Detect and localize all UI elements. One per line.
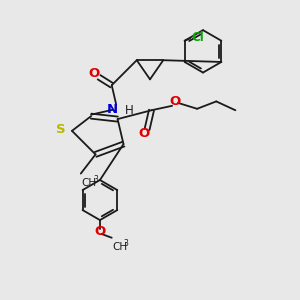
Text: H: H xyxy=(124,104,133,117)
Text: CH: CH xyxy=(81,178,97,188)
Text: O: O xyxy=(88,67,100,80)
Text: Cl: Cl xyxy=(191,31,204,44)
Text: CH: CH xyxy=(112,242,128,252)
Text: O: O xyxy=(94,225,106,239)
Text: 3: 3 xyxy=(94,175,98,184)
Text: 3: 3 xyxy=(124,239,129,248)
Text: O: O xyxy=(169,95,181,108)
Text: S: S xyxy=(56,123,65,136)
Text: O: O xyxy=(139,127,150,140)
Text: N: N xyxy=(107,103,118,116)
